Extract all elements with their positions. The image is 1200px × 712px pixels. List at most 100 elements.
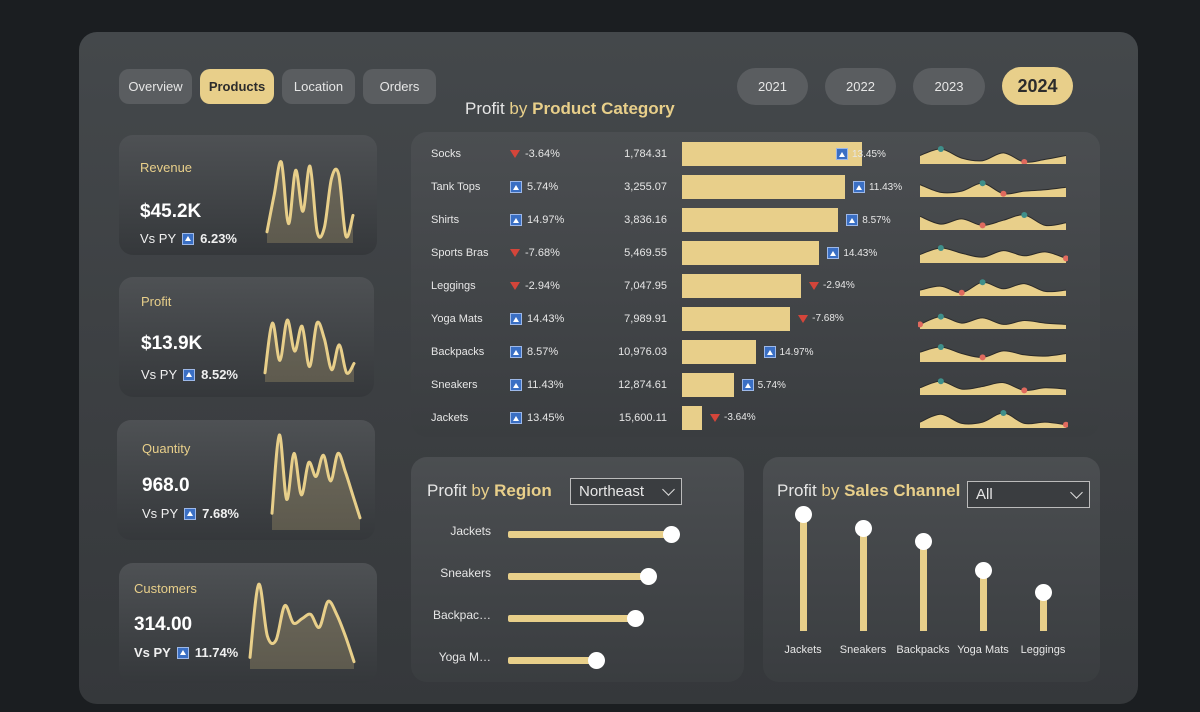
category-trend-sparkline (919, 212, 1067, 230)
category-bar[interactable] (682, 208, 839, 232)
up-arrow-icon (510, 181, 522, 193)
title-by: by (471, 481, 490, 500)
category-name: Sports Bras (431, 247, 489, 259)
category-bar[interactable] (682, 307, 791, 331)
channel-bar-label: Backpacks (896, 644, 950, 656)
category-trend-sparkline (919, 378, 1067, 395)
bar-label-value: 13.45% (852, 148, 886, 160)
year-2023-button[interactable]: 2023 (913, 68, 985, 105)
kpi-value: $13.9K (141, 333, 203, 354)
category-row[interactable]: Jackets 13.45% 15,600.11 -3.64% (411, 405, 1100, 431)
tab-location[interactable]: Location (282, 69, 355, 104)
channel-bar (800, 514, 807, 631)
low-point-dot (958, 289, 965, 296)
category-name: Shirts (431, 214, 460, 226)
channel-bar-handle[interactable] (795, 506, 812, 523)
title-by: by (821, 481, 840, 500)
bar-label-value: 8.57% (862, 214, 891, 226)
tab-products[interactable]: Products (200, 69, 274, 104)
channel-bar-handle[interactable] (915, 532, 932, 550)
high-point-dot (1000, 410, 1007, 416)
region-selected-value: Northeast (579, 483, 645, 500)
down-arrow-icon (510, 282, 520, 290)
bar-label-value: -7.68% (812, 313, 844, 324)
bar-label: 5.74% (741, 379, 786, 391)
category-bar[interactable] (682, 175, 845, 199)
channel-dropdown[interactable]: All (967, 481, 1090, 508)
category-trend-sparkline (919, 180, 1067, 197)
category-name: Socks (431, 148, 461, 160)
category-row[interactable]: Backpacks 8.57% 10,976.03 14.97% (411, 339, 1100, 365)
category-bar[interactable] (682, 142, 862, 166)
category-row[interactable]: Leggings -2.94% 7,047.95 -2.94% (411, 273, 1100, 299)
channel-bar-handle[interactable] (1035, 584, 1052, 602)
sparkline-line (919, 182, 1067, 195)
year-2021-button[interactable]: 2021 (737, 68, 808, 105)
high-point-dot (937, 313, 944, 320)
bar-label: 8.57% (846, 214, 891, 226)
title-prefix: Profit (427, 481, 467, 500)
high-point-dot (979, 180, 986, 187)
bar-label: 14.43% (827, 247, 877, 259)
down-arrow-icon (809, 281, 820, 290)
category-row[interactable]: Shirts 14.97% 3,836.16 8.57% (411, 207, 1100, 233)
category-bar[interactable] (682, 406, 702, 430)
region-bar-label: Yoga M… (438, 650, 491, 664)
kpi-value: 314.00 (134, 614, 193, 635)
region-bar-handle[interactable] (627, 610, 645, 627)
bar-label-value: 14.43% (843, 247, 878, 259)
down-arrow-icon (510, 249, 520, 257)
category-name: Sneakers (431, 379, 478, 391)
category-bar[interactable] (682, 373, 734, 397)
vs-label: Vs PY (140, 231, 177, 246)
region-bar-handle[interactable] (588, 652, 606, 669)
category-chart-title: Profit by Product Category (465, 99, 675, 119)
category-bar[interactable] (682, 340, 756, 364)
category-row[interactable]: Socks -3.64% 1,784.31 13.45% (411, 141, 1100, 167)
up-arrow-icon (183, 368, 196, 381)
year-2024-button[interactable]: 2024 (1002, 67, 1073, 105)
category-name: Backpacks (431, 346, 485, 358)
kpi-label: Customers (134, 581, 197, 596)
category-name: Tank Tops (431, 181, 481, 193)
year-2022-button[interactable]: 2022 (825, 68, 896, 105)
tab-overview[interactable]: Overview (119, 69, 192, 104)
kpi-vs-py: Vs PY 6.23% (140, 231, 237, 246)
category-profit: 5,469.55 (624, 247, 667, 259)
category-bar[interactable] (682, 274, 802, 298)
up-arrow-icon (763, 346, 776, 358)
bar-label: 13.45% (836, 148, 886, 160)
category-row[interactable]: Tank Tops 5.74% 3,255.07 11.43% (411, 174, 1100, 200)
sparkline-line (919, 412, 1067, 426)
category-row[interactable]: Sports Bras -7.68% 5,469.55 14.43% (411, 240, 1100, 266)
category-row[interactable]: Sneakers 11.43% 12,874.61 5.74% (411, 372, 1100, 398)
yoy-value: 14.43% (527, 313, 565, 325)
region-card: Profit by Region Northeast Jackets Sneake… (411, 457, 744, 682)
up-arrow-icon (510, 412, 522, 424)
category-row[interactable]: Yoga Mats 14.43% 7,989.91 -7.68% (411, 306, 1100, 332)
region-dropdown[interactable]: Northeast (570, 478, 682, 505)
up-arrow-icon (846, 214, 859, 226)
channel-bar-handle[interactable] (975, 562, 992, 580)
region-bar-handle[interactable] (663, 526, 680, 543)
kpi-label: Quantity (142, 441, 191, 456)
vs-label: Vs PY (141, 367, 178, 382)
tab-orders[interactable]: Orders (363, 69, 436, 104)
title-prefix: Profit (777, 481, 817, 500)
kpi-change: 11.74% (194, 645, 239, 660)
bar-label: -7.68% (798, 313, 844, 324)
up-arrow-icon (510, 346, 522, 358)
kpi-label: Profit (141, 294, 172, 309)
title-bold: Region (494, 481, 552, 500)
channel-bar-handle[interactable] (855, 520, 872, 538)
channel-bar (920, 540, 927, 631)
kpi-vs-py: Vs PY 8.52% (141, 367, 238, 382)
category-bar[interactable] (682, 241, 820, 265)
chevron-down-icon (662, 482, 675, 496)
channel-bar-label: Jackets (784, 644, 822, 656)
profit-sparkline (263, 318, 356, 382)
category-yoy: -2.94% (510, 280, 560, 292)
category-trend-sparkline (919, 279, 1067, 296)
quantity-sparkline (270, 433, 362, 530)
region-bar-handle[interactable] (640, 568, 658, 585)
